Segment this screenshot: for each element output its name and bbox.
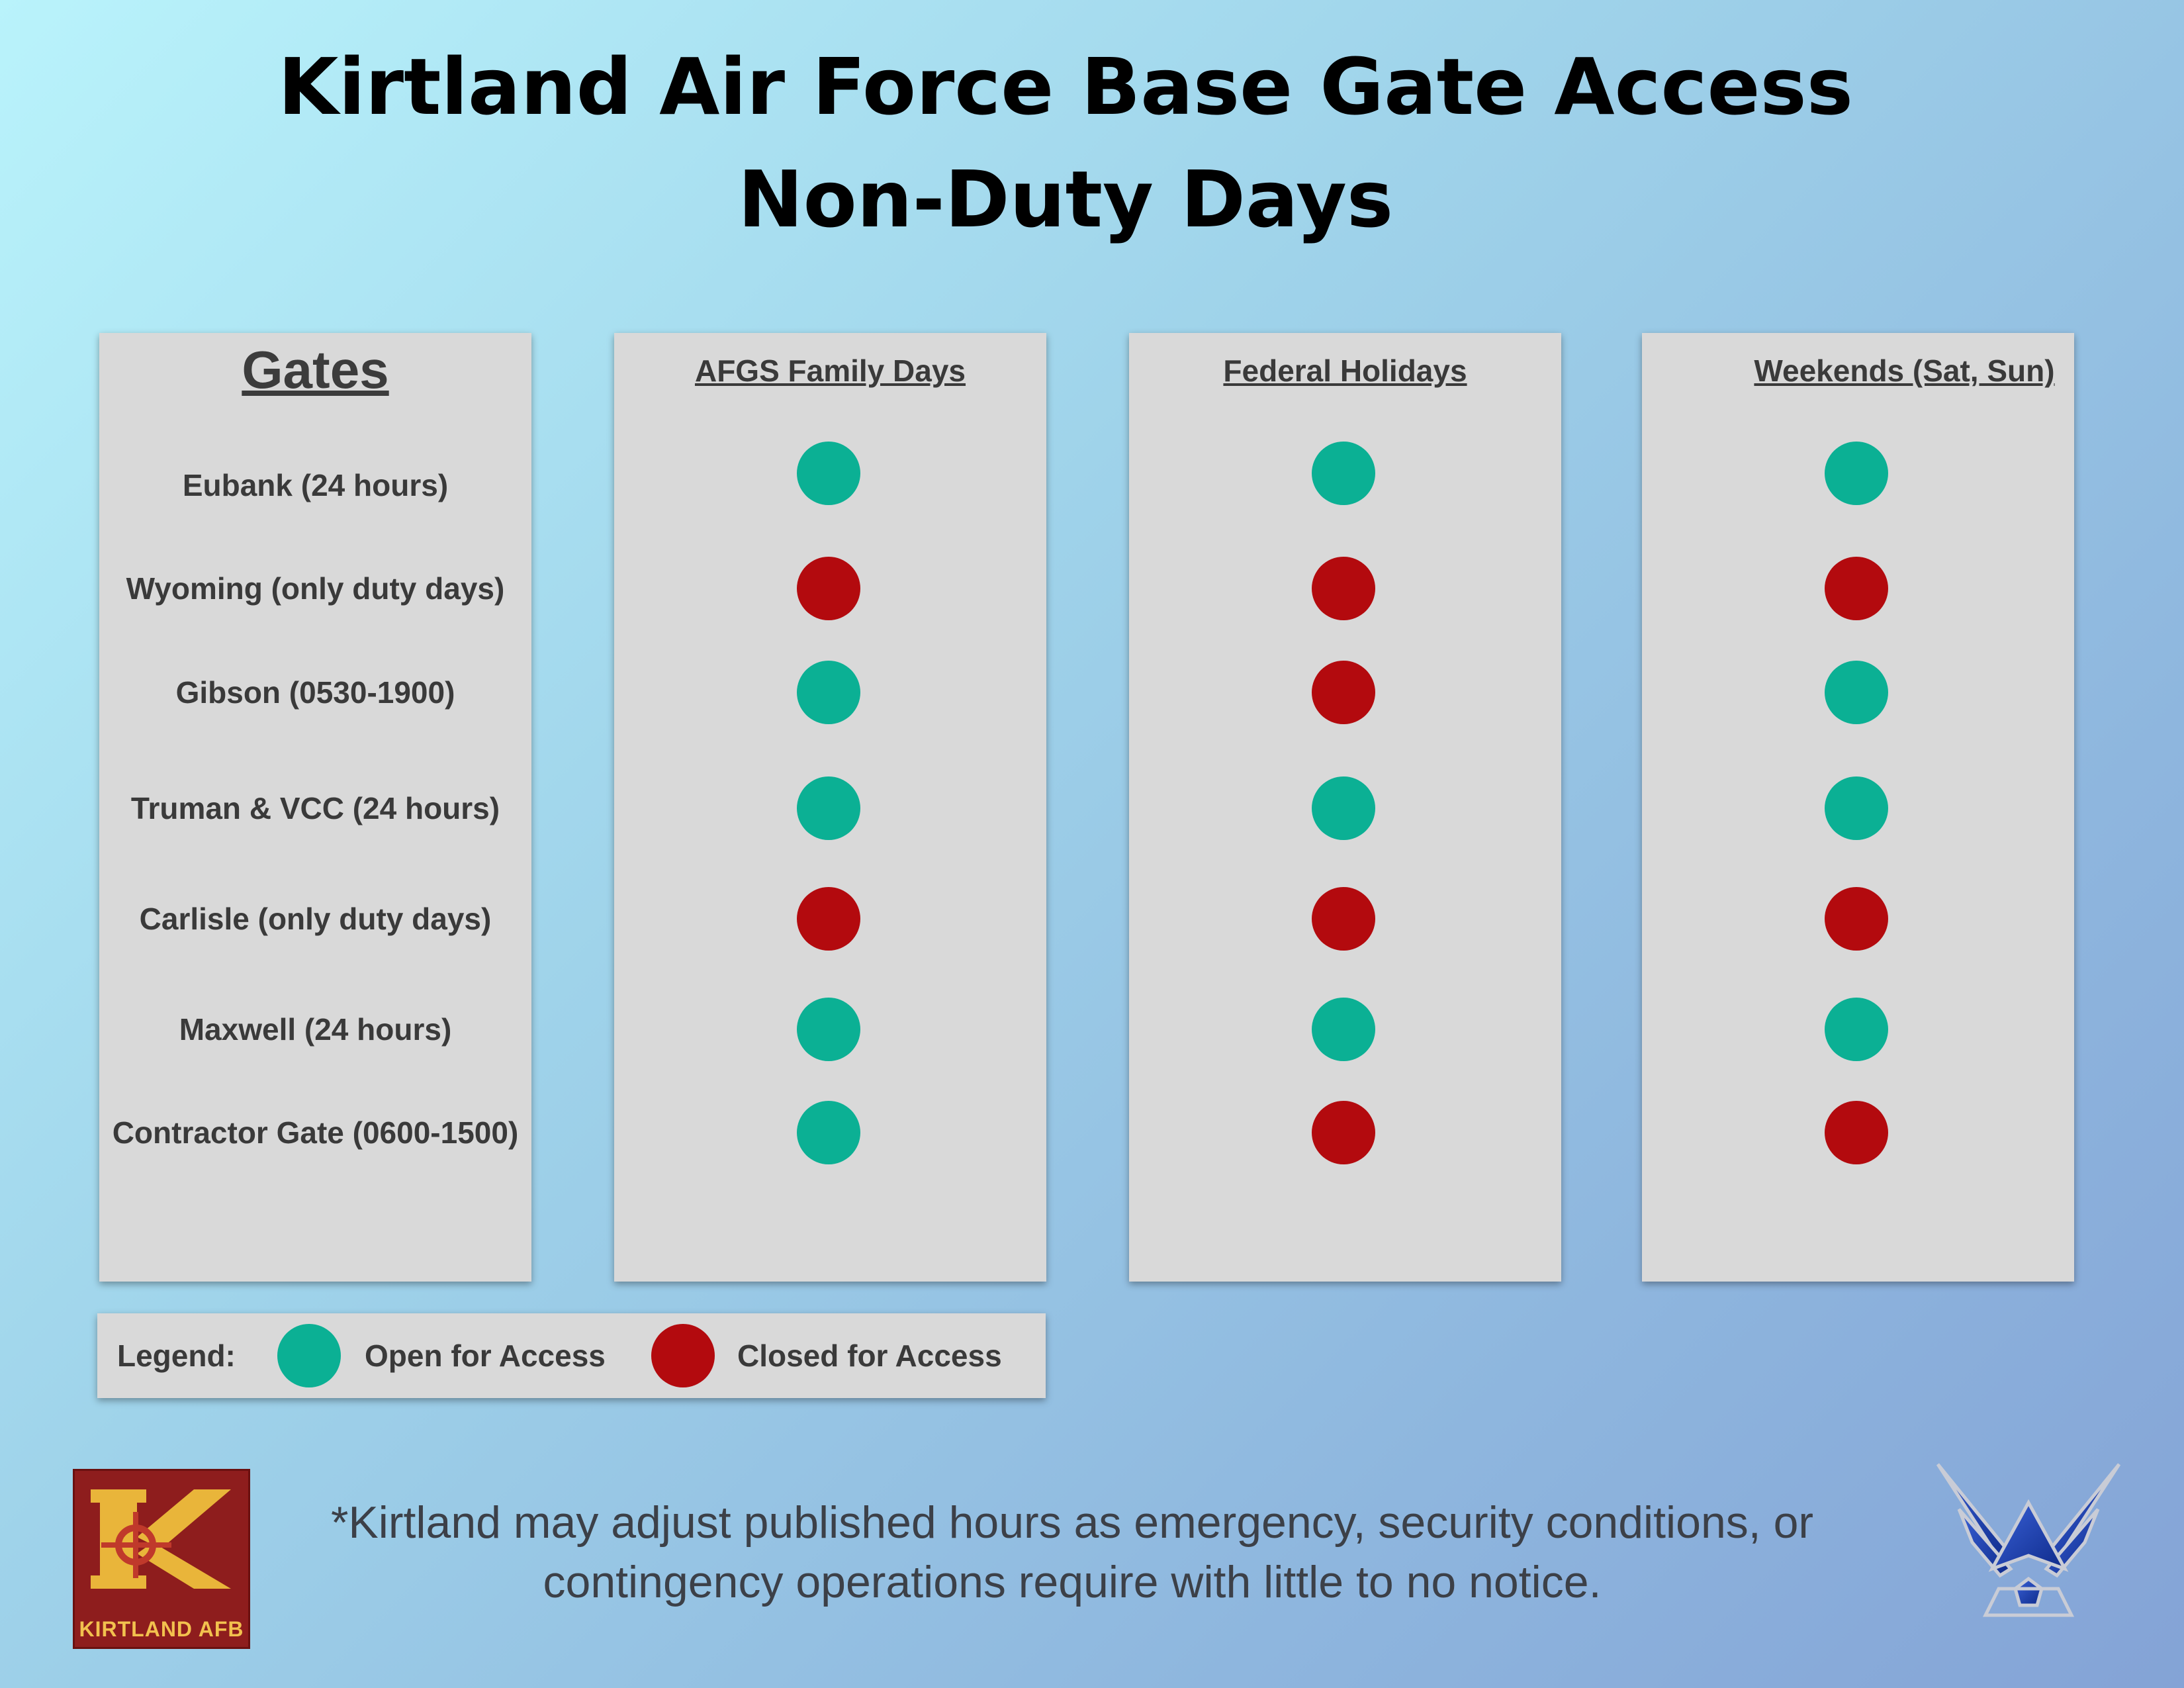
gate-label: Carlisle (only duty days) (139, 902, 492, 936)
open-status-dot (1312, 998, 1375, 1061)
gate-label: Wyoming (only duty days) (126, 571, 505, 606)
legend-closed-label: Closed for Access (737, 1338, 1002, 1373)
open-status-dot (1312, 776, 1375, 840)
open-status-dot (797, 442, 860, 505)
open-status-dot (1312, 442, 1375, 505)
federal-holidays-panel: Federal Holidays (1129, 333, 1561, 1282)
gate-label: Contractor Gate (0600-1500) (112, 1115, 519, 1150)
closed-status-dot (1825, 887, 1888, 951)
footnote-line: contingency operations require with litt… (543, 1557, 1602, 1607)
gate-label: Gibson (0530-1900) (175, 675, 455, 710)
gate-label: Truman & VCC (24 hours) (130, 791, 500, 825)
column-heading: AFGS Family Days (694, 353, 966, 388)
closed-status-dot (797, 557, 860, 620)
open-status-dot (1825, 661, 1888, 724)
gate-label: Maxwell (24 hours) (179, 1012, 452, 1047)
gates-panel: Gates Eubank (24 hours) Wyoming (only du… (99, 333, 531, 1282)
open-status-dot (797, 1101, 860, 1164)
legend-label: Legend: (117, 1338, 236, 1373)
open-status-dot (1825, 442, 1888, 505)
page-title: Kirtland Air Force Base Gate Access (278, 41, 1853, 132)
closed-status-dot (1312, 887, 1375, 951)
open-status-dot (797, 661, 860, 724)
closed-status-dot (1825, 1101, 1888, 1164)
column-heading: Federal Holidays (1223, 353, 1467, 388)
closed-status-dot (1312, 661, 1375, 724)
open-status-dot (1825, 776, 1888, 840)
legend-open-label: Open for Access (365, 1338, 606, 1373)
footnote: *Kirtland may adjust published hours as … (278, 1493, 1866, 1612)
open-status-dot (797, 998, 860, 1061)
open-status-dot (797, 776, 860, 840)
kirtland-afb-logo: KIRTLAND AFB (73, 1469, 250, 1649)
kirtland-k-icon (91, 1489, 231, 1589)
gate-label: Eubank (24 hours) (182, 468, 449, 502)
closed-status-dot (1825, 557, 1888, 620)
closed-status-dot (797, 887, 860, 951)
closed-status-dot (1312, 1101, 1375, 1164)
open-indicator-icon (277, 1324, 341, 1387)
gates-heading: Gates (242, 340, 389, 399)
column-heading: Weekends (Sat, Sun) (1754, 353, 2055, 388)
afgs-family-days-panel: AFGS Family Days (614, 333, 1046, 1282)
air-force-symbol-icon (1936, 1463, 2121, 1617)
closed-indicator-icon (651, 1324, 715, 1387)
legend: Legend: Open for Access Closed for Acces… (97, 1313, 1046, 1398)
footnote-line: *Kirtland may adjust published hours as … (330, 1497, 1814, 1548)
weekends-panel: Weekends (Sat, Sun) (1642, 333, 2074, 1282)
logo-text: KIRTLAND AFB (79, 1617, 244, 1641)
closed-status-dot (1312, 557, 1375, 620)
page-subtitle: Non-Duty Days (737, 154, 1394, 245)
open-status-dot (1825, 998, 1888, 1061)
